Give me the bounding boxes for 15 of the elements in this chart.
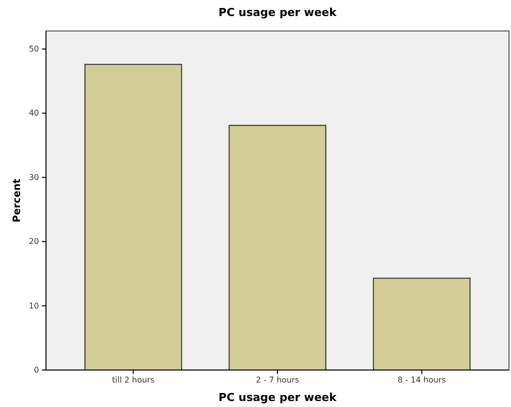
- y-tick-label: 0: [34, 366, 39, 375]
- x-tick-label: 8 - 14 hours: [398, 376, 446, 385]
- bar: [372, 278, 471, 370]
- x-tick-label: 2 - 7 hours: [256, 376, 300, 385]
- x-tick-label: till 2 hours: [112, 376, 155, 385]
- y-tick-label: 30: [28, 172, 39, 182]
- y-tick-label: 50: [28, 44, 39, 54]
- bar: [84, 64, 182, 370]
- y-axis-title: Percent: [12, 178, 23, 222]
- bar: [228, 124, 326, 370]
- y-tick-label: 10: [28, 301, 39, 310]
- x-axis-title: PC usage per week: [218, 391, 338, 404]
- chart-title: PC usage per week: [218, 6, 338, 19]
- y-tick-label: 20: [28, 237, 39, 246]
- y-tick-label: 40: [28, 108, 39, 118]
